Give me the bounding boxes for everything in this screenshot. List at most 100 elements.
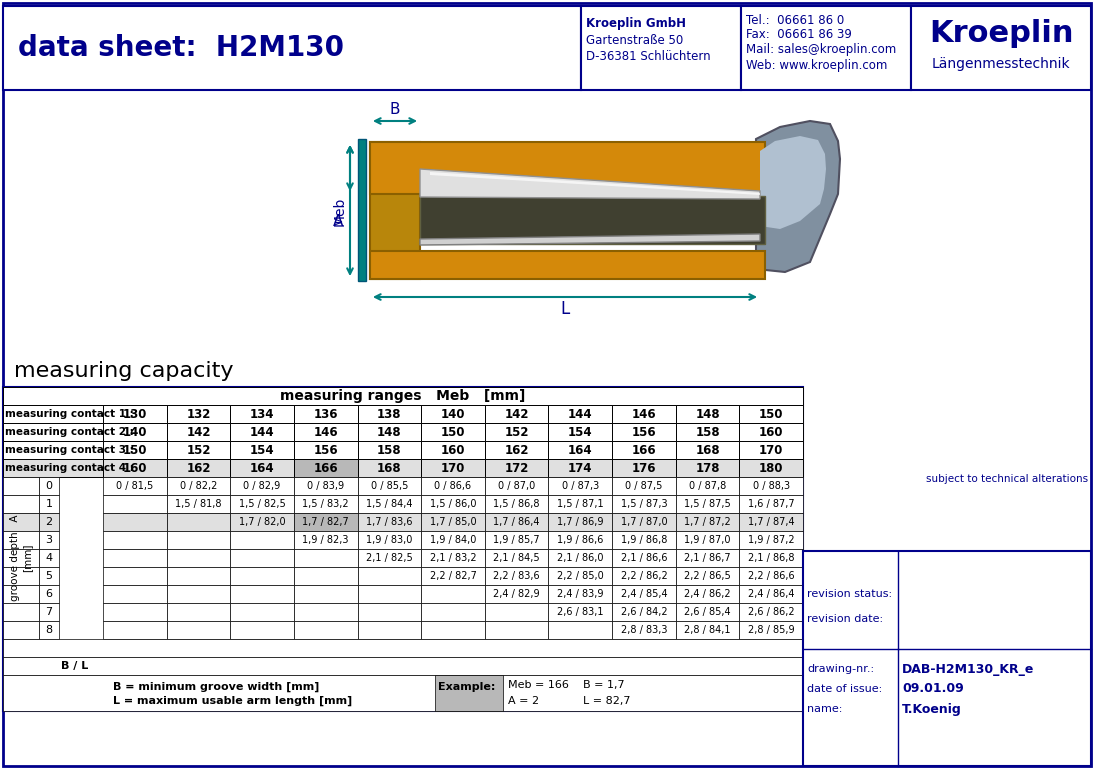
Polygon shape <box>430 172 760 195</box>
Text: D-36381 Schlüchtern: D-36381 Schlüchtern <box>586 49 711 62</box>
Bar <box>548 477 612 495</box>
Text: 176: 176 <box>631 461 656 474</box>
Text: 1,7 / 86,4: 1,7 / 86,4 <box>493 517 539 527</box>
Bar <box>740 567 803 585</box>
Bar <box>911 6 1091 90</box>
Bar <box>230 405 294 423</box>
Text: 1,7 / 83,6: 1,7 / 83,6 <box>366 517 412 527</box>
Text: 2,1 / 83,2: 2,1 / 83,2 <box>430 553 476 563</box>
Text: subject to technical alterations: subject to technical alterations <box>926 474 1089 484</box>
Bar <box>103 405 166 423</box>
Text: revision status:: revision status: <box>807 589 892 599</box>
Bar <box>358 139 366 281</box>
Text: 160: 160 <box>441 444 465 457</box>
Bar <box>230 495 294 513</box>
Polygon shape <box>756 121 840 272</box>
Bar <box>676 549 740 567</box>
Bar <box>676 477 740 495</box>
Text: 0 / 81,5: 0 / 81,5 <box>116 481 153 491</box>
Bar <box>3 387 803 711</box>
Text: B / L: B / L <box>61 661 89 671</box>
Bar <box>103 423 166 441</box>
Bar <box>485 423 548 441</box>
Bar <box>420 196 765 244</box>
Bar <box>676 513 740 531</box>
Bar <box>421 621 485 639</box>
Text: 1,5 / 87,1: 1,5 / 87,1 <box>557 499 604 509</box>
Text: 1,7 / 85,0: 1,7 / 85,0 <box>430 517 476 527</box>
Bar <box>740 459 803 477</box>
Bar <box>294 405 358 423</box>
Text: 1,7 / 86,9: 1,7 / 86,9 <box>557 517 604 527</box>
Text: 156: 156 <box>313 444 338 457</box>
Bar <box>39 513 59 531</box>
Bar <box>740 531 803 549</box>
Text: 1: 1 <box>46 499 53 509</box>
Bar <box>3 495 39 513</box>
Bar <box>103 459 166 477</box>
Text: measuring capacity: measuring capacity <box>14 361 233 381</box>
Text: L = maximum usable arm length [mm]: L = maximum usable arm length [mm] <box>113 696 352 706</box>
Bar <box>103 477 166 495</box>
Text: 2,8 / 83,3: 2,8 / 83,3 <box>620 625 667 635</box>
Bar <box>612 513 676 531</box>
Bar <box>230 567 294 585</box>
Bar <box>612 549 676 567</box>
Bar <box>166 531 230 549</box>
Text: 2,6 / 84,2: 2,6 / 84,2 <box>620 607 667 617</box>
Text: 150: 150 <box>759 408 783 421</box>
Bar <box>676 585 740 603</box>
Text: 1,5 / 81,8: 1,5 / 81,8 <box>175 499 222 509</box>
Text: 8: 8 <box>46 625 53 635</box>
Text: 148: 148 <box>695 408 720 421</box>
Bar <box>166 477 230 495</box>
Text: 0: 0 <box>46 481 53 491</box>
Bar <box>358 567 421 585</box>
Bar <box>581 6 741 90</box>
Text: 2,2 / 85,0: 2,2 / 85,0 <box>557 571 604 581</box>
Bar <box>548 405 612 423</box>
Bar <box>740 585 803 603</box>
Bar <box>370 142 420 279</box>
Bar <box>676 603 740 621</box>
Text: 0 / 87,3: 0 / 87,3 <box>561 481 598 491</box>
Bar <box>3 675 803 711</box>
Bar <box>294 459 358 477</box>
Text: Fax:  06661 86 39: Fax: 06661 86 39 <box>746 28 852 42</box>
Bar <box>166 405 230 423</box>
Bar <box>548 603 612 621</box>
Bar <box>485 567 548 585</box>
Text: 134: 134 <box>249 408 275 421</box>
Bar <box>676 405 740 423</box>
Bar <box>294 621 358 639</box>
Bar <box>612 459 676 477</box>
Bar <box>230 603 294 621</box>
Text: 2,1 / 86,8: 2,1 / 86,8 <box>748 553 794 563</box>
Bar <box>740 621 803 639</box>
Bar <box>358 621 421 639</box>
Polygon shape <box>420 169 760 199</box>
Bar <box>166 441 230 459</box>
Bar <box>103 549 166 567</box>
Bar <box>740 495 803 513</box>
Bar <box>676 459 740 477</box>
Bar <box>548 549 612 567</box>
Text: 0 / 88,3: 0 / 88,3 <box>753 481 790 491</box>
Bar <box>230 513 294 531</box>
Text: 2,1 / 86,7: 2,1 / 86,7 <box>684 553 731 563</box>
Bar <box>166 549 230 567</box>
Text: 174: 174 <box>568 461 593 474</box>
Text: 6: 6 <box>46 589 53 599</box>
Text: 1,7 / 87,4: 1,7 / 87,4 <box>748 517 794 527</box>
Bar <box>485 459 548 477</box>
Text: 0 / 87,8: 0 / 87,8 <box>689 481 726 491</box>
Bar <box>3 639 803 657</box>
Bar <box>294 441 358 459</box>
Text: 0 / 87,0: 0 / 87,0 <box>498 481 535 491</box>
Bar <box>3 6 581 90</box>
Bar <box>230 459 294 477</box>
Text: 156: 156 <box>631 425 656 438</box>
Bar <box>358 477 421 495</box>
Bar <box>612 585 676 603</box>
Bar <box>548 495 612 513</box>
